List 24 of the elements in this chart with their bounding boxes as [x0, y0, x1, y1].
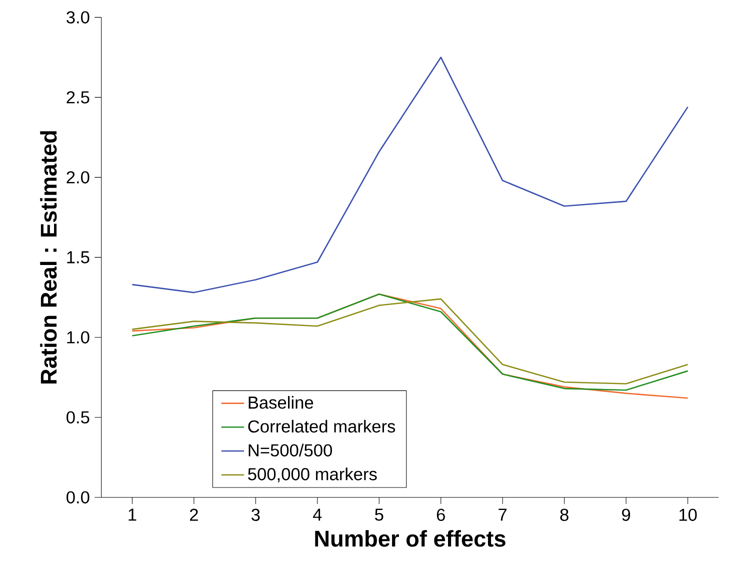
y-axis-title: Ration Real : Estimated: [40, 131, 57, 384]
x-tick-label: 4: [312, 508, 322, 521]
x-tick-label: 1: [128, 508, 136, 521]
x-tick-label: 9: [622, 508, 630, 521]
x-axis-title: Number of effects: [315, 530, 506, 547]
y-tick-label: 1.0: [67, 331, 90, 344]
y-tick-label: 2.0: [66, 171, 90, 184]
x-tick-label: 2: [190, 508, 198, 521]
legend-label: Baseline: [248, 396, 314, 409]
x-tick-label: 7: [498, 508, 507, 521]
x-tick-label: 8: [560, 508, 568, 521]
x-tick-label: 10: [679, 508, 697, 521]
x-tick-label: 5: [375, 508, 384, 521]
x-tick-label: 3: [252, 508, 260, 521]
y-tick-label: 1.5: [67, 251, 90, 264]
legend-label: 500,000 markers: [248, 468, 377, 482]
y-tick-label: 0.0: [66, 491, 90, 504]
legend-label: Correlated markers: [248, 420, 396, 433]
y-tick-label: 0.5: [66, 411, 90, 424]
y-tick-label: 2.5: [66, 91, 90, 104]
y-tick-label: 3.0: [66, 11, 90, 24]
x-tick-label: 6: [436, 508, 445, 521]
legend-label: N=500/500: [248, 444, 332, 456]
line-series: [132, 56, 688, 294]
